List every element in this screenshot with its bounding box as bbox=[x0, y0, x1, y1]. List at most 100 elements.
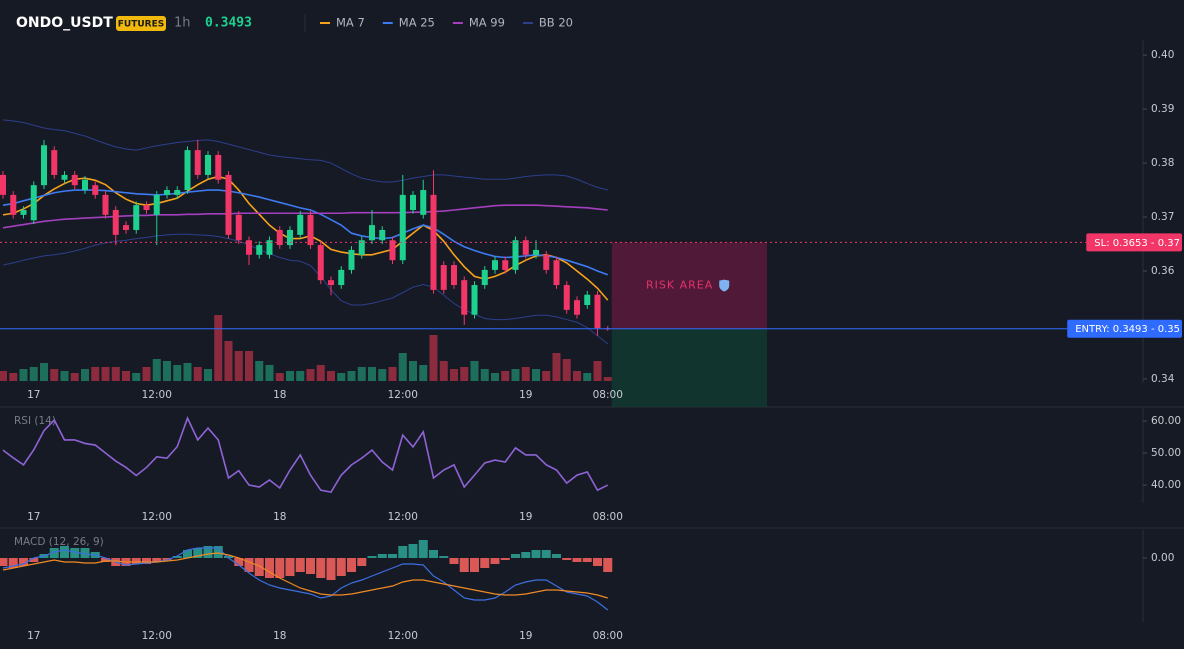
indicator-line bbox=[2, 175, 609, 301]
volume-bar bbox=[398, 353, 407, 381]
volume-bar bbox=[470, 361, 479, 381]
volume-bar bbox=[388, 367, 397, 381]
volume-bar bbox=[409, 361, 417, 381]
zone-label: RISK AREA bbox=[646, 279, 713, 292]
macd-bar bbox=[49, 548, 59, 558]
candle-body bbox=[235, 214, 242, 241]
macd-line bbox=[2, 547, 609, 611]
volume-bar bbox=[552, 353, 561, 381]
macd-bar bbox=[490, 558, 500, 564]
macd-bar bbox=[60, 546, 69, 558]
candle-body bbox=[492, 260, 498, 270]
candle-body bbox=[358, 240, 365, 255]
y-tick-label: 0.40 bbox=[1151, 49, 1174, 61]
legend-label: MA 25 bbox=[399, 16, 435, 30]
volume-bar bbox=[347, 371, 356, 381]
candle-body bbox=[82, 179, 88, 191]
macd-bar bbox=[326, 558, 336, 580]
macd-bar bbox=[316, 558, 326, 578]
macd-bar bbox=[603, 558, 613, 572]
macd-bar bbox=[101, 558, 110, 562]
y-tick-label: 40.00 bbox=[1151, 479, 1181, 491]
candle-body bbox=[133, 205, 140, 230]
zone bbox=[611, 328, 767, 407]
volume-bar bbox=[173, 365, 182, 381]
candle-body bbox=[379, 229, 386, 241]
candle-body bbox=[92, 185, 99, 195]
volume-bar bbox=[265, 365, 274, 381]
badge: FUTURES bbox=[118, 20, 164, 30]
candle-body bbox=[389, 240, 396, 261]
volume-bar bbox=[378, 369, 387, 381]
shield-icon bbox=[719, 279, 730, 292]
macd-bar bbox=[388, 554, 397, 558]
legend-label: MA 7 bbox=[336, 16, 365, 30]
macd-bar bbox=[470, 558, 479, 572]
volume-bar bbox=[573, 371, 581, 381]
candle-body bbox=[112, 210, 119, 235]
candle-body bbox=[348, 249, 355, 270]
candle-body bbox=[184, 150, 191, 191]
volume-bar bbox=[511, 369, 520, 381]
x-tick-label: 12:00 bbox=[142, 389, 172, 401]
candle-body bbox=[522, 240, 529, 255]
candle-body bbox=[502, 260, 509, 270]
candle-body bbox=[369, 225, 375, 241]
x-tick-label: 19 bbox=[519, 511, 532, 523]
volume-bar bbox=[429, 335, 438, 381]
volume-bar bbox=[296, 371, 305, 381]
zone bbox=[611, 242, 767, 329]
macd-bar bbox=[336, 558, 346, 576]
candle-body bbox=[328, 280, 334, 286]
volume-bar bbox=[152, 359, 161, 381]
candle-body bbox=[123, 225, 129, 230]
indicator-line bbox=[2, 233, 609, 345]
macd-bar bbox=[265, 558, 274, 578]
candle-body bbox=[461, 280, 468, 315]
macd-bar bbox=[582, 558, 592, 562]
macd-bar bbox=[142, 558, 151, 564]
candle-body bbox=[61, 174, 68, 180]
macd-bar bbox=[306, 558, 315, 574]
x-tick-label: 08:00 bbox=[593, 511, 623, 523]
level-label-bg bbox=[1067, 319, 1182, 338]
x-tick-label: 17 bbox=[27, 630, 40, 642]
macd-bar bbox=[131, 558, 141, 564]
candle-body bbox=[153, 194, 160, 215]
macd-bar bbox=[541, 550, 551, 558]
candle-body bbox=[451, 265, 457, 286]
macd-bar bbox=[295, 558, 305, 572]
macd-bar bbox=[429, 550, 438, 558]
candle-body bbox=[256, 245, 263, 255]
volume-bar bbox=[521, 367, 530, 381]
candle-body bbox=[297, 214, 304, 235]
volume-bar bbox=[439, 361, 448, 381]
volume-bar bbox=[50, 369, 59, 381]
macd-bar bbox=[172, 556, 182, 558]
candle-body bbox=[276, 229, 283, 246]
volume-bar bbox=[163, 361, 171, 381]
candle-body bbox=[471, 285, 478, 315]
x-tick-label: 18 bbox=[273, 630, 286, 642]
y-tick-label: 0.34 bbox=[1151, 373, 1175, 385]
volume-bar bbox=[562, 359, 571, 381]
volume-bar bbox=[480, 369, 489, 381]
indicator-line bbox=[2, 189, 609, 276]
macd-bar bbox=[275, 558, 285, 578]
macd-bar bbox=[377, 554, 387, 558]
macd-bar bbox=[552, 554, 561, 558]
volume-bar bbox=[603, 377, 612, 381]
macd-bar bbox=[418, 540, 428, 558]
level-label-bg bbox=[1086, 233, 1182, 252]
indicator-line bbox=[2, 119, 608, 191]
volume-bar bbox=[81, 369, 89, 381]
candle-body bbox=[584, 294, 591, 305]
macd-bar bbox=[480, 558, 490, 568]
volume-bar bbox=[327, 371, 335, 381]
candle-body bbox=[30, 185, 37, 221]
pane-title: MACD (12, 26, 9) bbox=[14, 536, 104, 548]
volume-bar bbox=[419, 365, 428, 381]
macd-bar bbox=[408, 544, 418, 558]
